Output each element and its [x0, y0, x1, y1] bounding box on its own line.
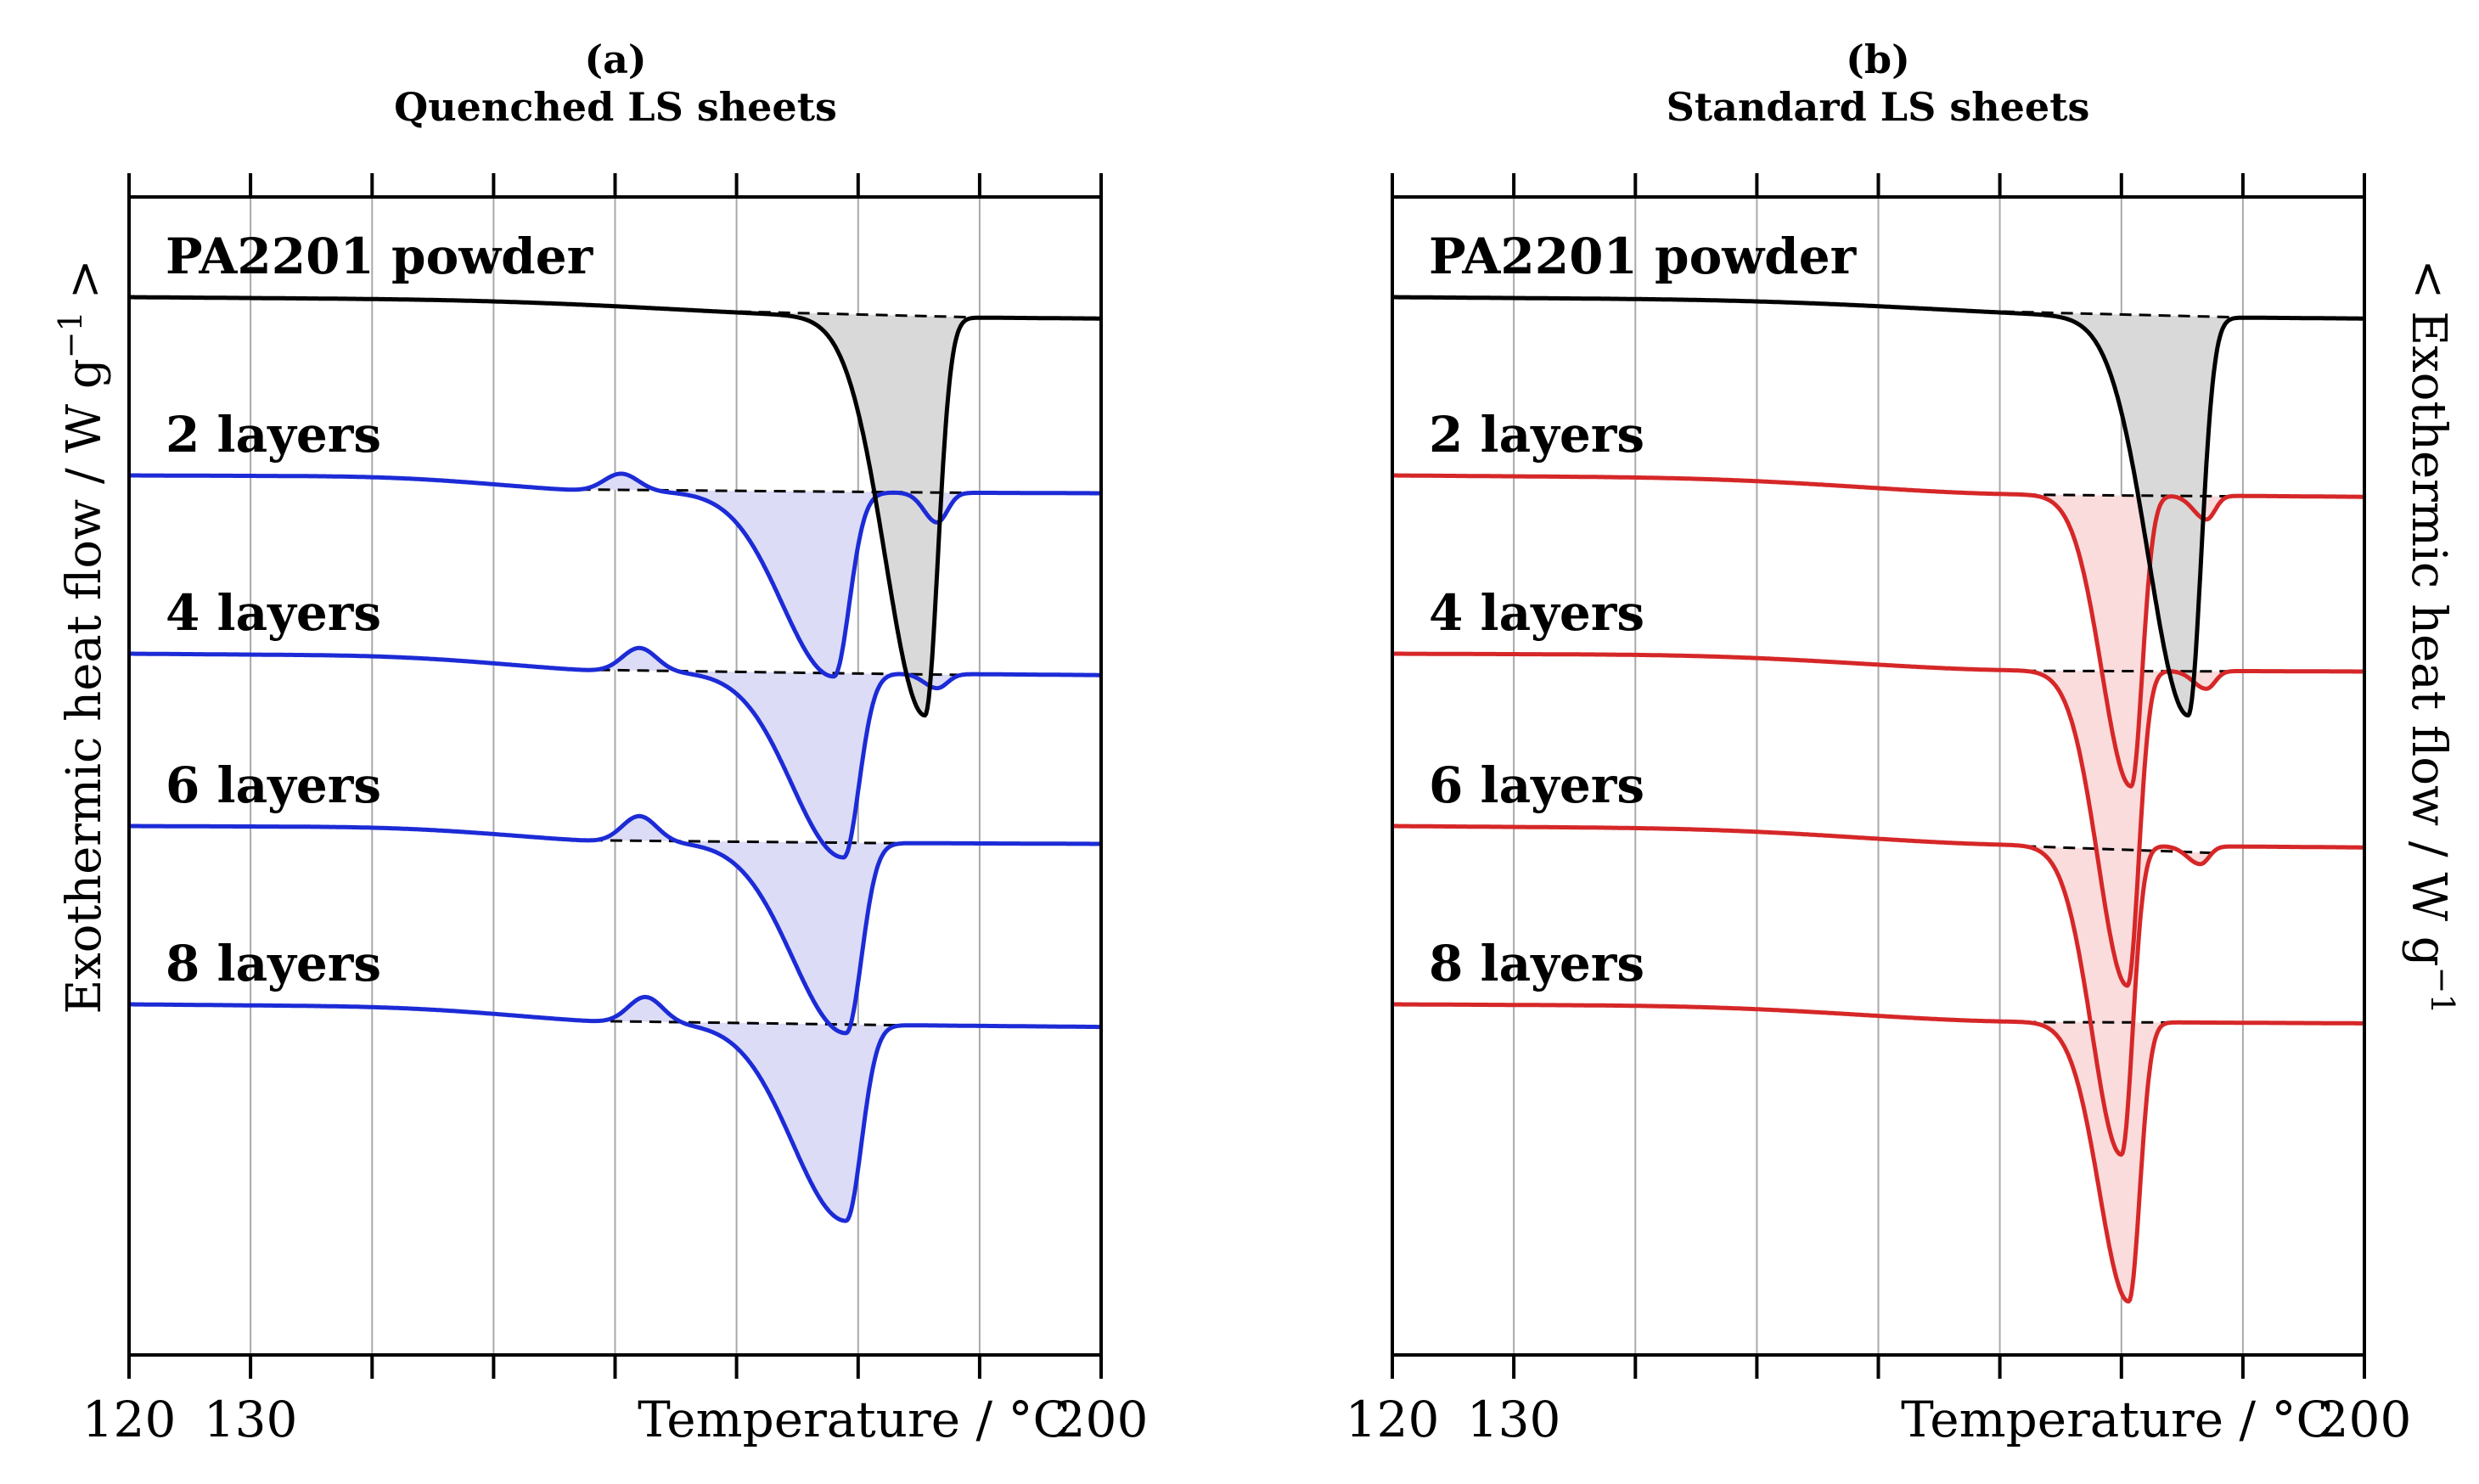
dsc-curve-line	[127, 295, 1103, 718]
peak-fills	[1963, 310, 2257, 1301]
dsc-curve-line	[1391, 295, 2366, 718]
x-axis-title: Temperature / °C	[638, 1391, 1071, 1448]
peak-area-fill	[2024, 846, 2213, 1155]
curve-labels: 8 layers 6 layers 4 layers 2 layers PA2201 p…	[166, 228, 594, 992]
x-tick-label: 120	[1346, 1391, 1440, 1448]
peak-area-fill	[590, 816, 907, 1033]
x-axis-title: Temperature / °C	[1901, 1391, 2334, 1448]
dsc-curve-line	[127, 645, 1103, 860]
integration-baseline	[590, 839, 908, 845]
curve-labels: 8 layers 6 layers 4 layers 2 layers PA2201 p…	[1429, 228, 1858, 992]
curve-label: 6 layers	[1429, 756, 1644, 814]
curve-label: PA2201 powder	[166, 228, 594, 285]
integration-baseline	[590, 1020, 908, 1027]
integration-baseline	[578, 488, 974, 494]
x-tick-label: 200	[1054, 1391, 1149, 1448]
y-axis-title: Exothermic heat flow / W g−1 >	[52, 259, 112, 1014]
panel-label: (a)	[584, 37, 646, 82]
curve-label: 8 layers	[166, 935, 381, 992]
y-axis-title: < Exothermic heat flow / W g−1	[2401, 259, 2461, 1014]
curve-label: 2 layers	[1429, 406, 1644, 464]
tick-marks	[127, 173, 1103, 1379]
peak-area-fill	[2024, 671, 2231, 986]
curve-label: 4 layers	[166, 584, 381, 642]
dsc-curve-line	[127, 813, 1103, 1036]
curve-label: 6 layers	[166, 756, 381, 814]
x-tick-label: 120	[82, 1391, 177, 1448]
y-axis-title-exponent: −1	[2424, 967, 2461, 1015]
curve-label: 2 layers	[166, 406, 381, 464]
y-axis-title-text: Exothermic heat flow / W g	[2401, 311, 2456, 966]
panel-b-standard: (b) Standard LS sheets 8 layers 6 layers 4…	[1346, 37, 2461, 1448]
x-tick-label: 130	[1467, 1391, 1561, 1448]
peak-area-fill	[578, 474, 974, 677]
dsc-curve-line	[1391, 1002, 2366, 1304]
curve-label: 4 layers	[1429, 584, 1644, 642]
grid-lines	[1513, 197, 2244, 1355]
peak-area-fill	[590, 997, 907, 1221]
dsc-curves	[127, 295, 1103, 1223]
y-axis-title-arrow: <	[2401, 259, 2456, 299]
tick-marks	[1391, 173, 2366, 1379]
dsc-curve-line	[127, 994, 1103, 1223]
y-axis-title-arrow: >	[57, 259, 112, 299]
peak-area-fill	[578, 648, 962, 857]
panel-title: Quenched LS sheets	[394, 84, 837, 130]
x-tick-label: 200	[2318, 1391, 2412, 1448]
peak-area-fill	[1963, 310, 2257, 716]
x-tick-label: 130	[204, 1391, 298, 1448]
panel-title: Standard LS sheets	[1667, 84, 2090, 130]
y-axis-title-text: Exothermic heat flow / W g	[57, 358, 112, 1014]
dsc-curve-line	[1391, 651, 2366, 988]
x-tick-labels: 120 130 200	[1346, 1391, 2412, 1448]
x-tick-labels: 120 130 200	[82, 1391, 1149, 1448]
peak-area-fill	[2024, 494, 2231, 787]
peak-area-fill	[700, 310, 994, 716]
panel-a-quenched: (a) Quenched LS sheets 8 layers 6 layers 4…	[52, 37, 1148, 1448]
peak-area-fill	[2024, 1022, 2195, 1301]
y-axis-title-exponent: −1	[52, 311, 89, 358]
curve-label: 8 layers	[1429, 935, 1644, 992]
integration-baseline	[2024, 493, 2231, 498]
peak-fills	[578, 310, 994, 1221]
curve-label: PA2201 powder	[1429, 228, 1858, 285]
dsc-curves	[1391, 295, 2366, 1304]
panel-label: (b)	[1846, 37, 1910, 82]
integration-baseline	[2024, 669, 2231, 673]
dsc-curve-line	[1391, 824, 2366, 1157]
